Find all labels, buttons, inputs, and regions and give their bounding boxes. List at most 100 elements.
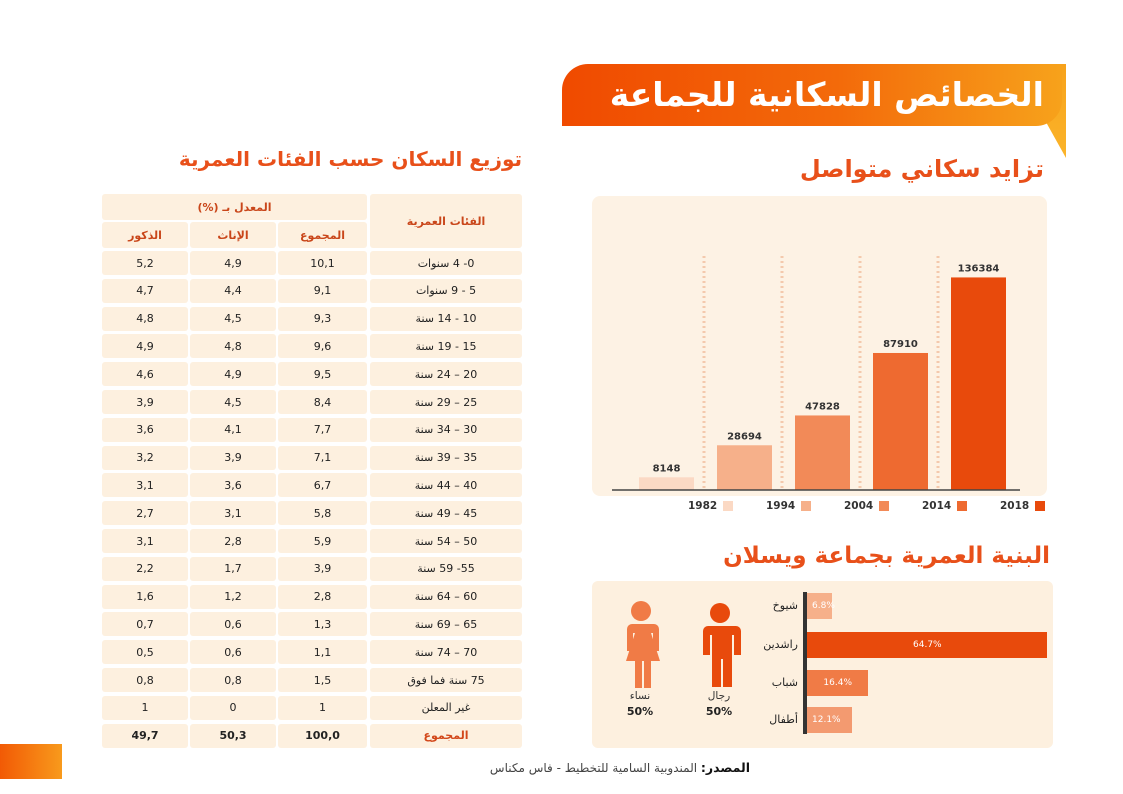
table-cell-total: 1,3 bbox=[278, 612, 367, 637]
legend-label: 2018 bbox=[1000, 500, 1030, 512]
age-category-label: شيوخ bbox=[772, 599, 798, 612]
man-icon bbox=[703, 603, 741, 687]
source-label: المصدر: bbox=[700, 760, 750, 775]
legend-label: 1994 bbox=[766, 500, 796, 512]
table-cell-total: 9,3 bbox=[278, 306, 367, 331]
age-bar bbox=[807, 593, 833, 619]
bar-value-label: 8148 bbox=[653, 463, 681, 474]
legend-item-1982: 1982 bbox=[688, 500, 734, 512]
header-total: المجموع bbox=[278, 222, 367, 248]
table-cell-females: 0,6 bbox=[190, 612, 276, 637]
table-cell-males: 1,6 bbox=[102, 584, 188, 609]
table-cell-females: 4,5 bbox=[190, 306, 276, 331]
source-note: المصدر: المندوبية السامية للتخطيط - فاس … bbox=[430, 760, 750, 775]
table-cell-males: 3,6 bbox=[102, 417, 188, 442]
age-category-label: راشدين bbox=[763, 638, 798, 651]
bar-1994 bbox=[717, 445, 772, 490]
table-cell-females: 4,5 bbox=[190, 390, 276, 414]
table-row-age-group: 25 – 29 سنة bbox=[370, 390, 522, 414]
table-row-age-group: 45 – 49 سنة bbox=[370, 501, 522, 526]
table-row-age-group: 5 - 9 سنوات bbox=[370, 278, 522, 303]
corner-decoration bbox=[0, 744, 62, 779]
table-row-age-group: 75 سنة فما فوق bbox=[370, 668, 522, 692]
legend-item-1994: 1994 bbox=[766, 500, 812, 512]
bar-value-label: 28694 bbox=[727, 431, 762, 442]
legend-label: 2014 bbox=[922, 500, 952, 512]
age-bar-value: 64.7% bbox=[913, 640, 942, 650]
table-cell-total: 10,1 bbox=[278, 251, 367, 275]
growth-section-title: تزايد سكاني متواصل bbox=[799, 155, 1044, 183]
table-cell-females: 0,8 bbox=[190, 668, 276, 692]
title-banner bbox=[562, 64, 1062, 126]
table-row-age-group: 10 - 14 سنة bbox=[370, 306, 522, 331]
legend-swatch bbox=[801, 501, 812, 511]
table-cell-females: 4,9 bbox=[190, 362, 276, 387]
header-females: الإناث bbox=[190, 222, 276, 248]
table-cell-females: 1,2 bbox=[190, 584, 276, 609]
age-category-label: شباب bbox=[771, 676, 798, 689]
table-cell-total: 3,9 bbox=[278, 556, 367, 581]
age-category-label: أطفال bbox=[769, 713, 798, 726]
header-age-groups: الفئات العمرية bbox=[370, 194, 522, 248]
table-total-males: 49,7 bbox=[102, 723, 188, 748]
table-row-age-group: 35 – 39 سنة bbox=[370, 445, 522, 470]
table-cell-total: 9,1 bbox=[278, 278, 367, 303]
women-label: نساء bbox=[629, 690, 651, 702]
table-cell-males: 0,8 bbox=[102, 668, 188, 692]
table-cell-total: 5,8 bbox=[278, 501, 367, 526]
table-row-age-group: 40 – 44 سنة bbox=[370, 473, 522, 498]
table-cell-males: 0,7 bbox=[102, 612, 188, 637]
table-cell-total: 7,1 bbox=[278, 445, 367, 470]
legend-swatch bbox=[879, 501, 890, 511]
age-bar bbox=[807, 707, 852, 733]
table-cell-females: 3,6 bbox=[190, 473, 276, 498]
table-cell-females: 0,6 bbox=[190, 640, 276, 665]
men-percentage: 50% bbox=[705, 705, 733, 718]
men-label: رجال bbox=[707, 690, 731, 702]
table-row-age-group: 20 – 24 سنة bbox=[370, 362, 522, 387]
bar-2004 bbox=[795, 415, 850, 490]
age-bar-value: 12.1% bbox=[812, 715, 841, 725]
legend-swatch bbox=[1035, 501, 1046, 511]
bar-2018 bbox=[951, 277, 1006, 490]
source-text: المندوبية السامية للتخطيط - فاس مكناس bbox=[489, 761, 698, 775]
table-cell-males: 0,5 bbox=[102, 640, 188, 665]
table-cell-females: 4,4 bbox=[190, 278, 276, 303]
bar-2014 bbox=[873, 352, 928, 490]
legend-swatch bbox=[723, 501, 734, 511]
legend-item-2018: 2018 bbox=[1000, 500, 1046, 512]
table-cell-total: 1 bbox=[278, 695, 367, 720]
table-cell-females: 3,9 bbox=[190, 445, 276, 470]
table-cell-total: 9,5 bbox=[278, 362, 367, 387]
bar-value-label: 47828 bbox=[805, 401, 840, 412]
page-title: الخصائص السكانية للجماعة bbox=[609, 75, 1044, 114]
table-cell-total: 7,7 bbox=[278, 417, 367, 442]
table-cell-total: 1,1 bbox=[278, 640, 367, 665]
table-cell-males: 4,6 bbox=[102, 362, 188, 387]
table-cell-males: 4,9 bbox=[102, 334, 188, 359]
table-cell-females: 2,8 bbox=[190, 529, 276, 553]
table-cell-males: 3,1 bbox=[102, 529, 188, 553]
bar-value-label: 87910 bbox=[883, 339, 918, 350]
table-cell-males: 3,2 bbox=[102, 445, 188, 470]
table-cell-total: 8,4 bbox=[278, 390, 367, 414]
table-cell-total: 1,5 bbox=[278, 668, 367, 692]
table-cell-females: 4,9 bbox=[190, 251, 276, 275]
women-percentage: 50% bbox=[626, 705, 654, 718]
table-cell-total: 2,8 bbox=[278, 584, 367, 609]
legend-label: 2004 bbox=[844, 500, 874, 512]
bar-1982 bbox=[639, 477, 694, 490]
table-row-age-group: 60 – 64 سنة bbox=[370, 584, 522, 609]
table-cell-females: 4,8 bbox=[190, 334, 276, 359]
table-total-females: 50,3 bbox=[190, 723, 276, 748]
legend-item-2004: 2004 bbox=[844, 500, 890, 512]
table-cell-total: 5,9 bbox=[278, 529, 367, 553]
table-cell-females: 4,1 bbox=[190, 417, 276, 442]
table-cell-females: 1,7 bbox=[190, 556, 276, 581]
table-cell-males: 3,1 bbox=[102, 473, 188, 498]
table-cell-males: 4,8 bbox=[102, 306, 188, 331]
age-bar bbox=[807, 670, 868, 696]
table-cell-males: 2,7 bbox=[102, 501, 188, 526]
table-total-all: 100,0 bbox=[278, 723, 367, 748]
table-row-age-group: 0- 4 سنوات bbox=[370, 251, 522, 275]
